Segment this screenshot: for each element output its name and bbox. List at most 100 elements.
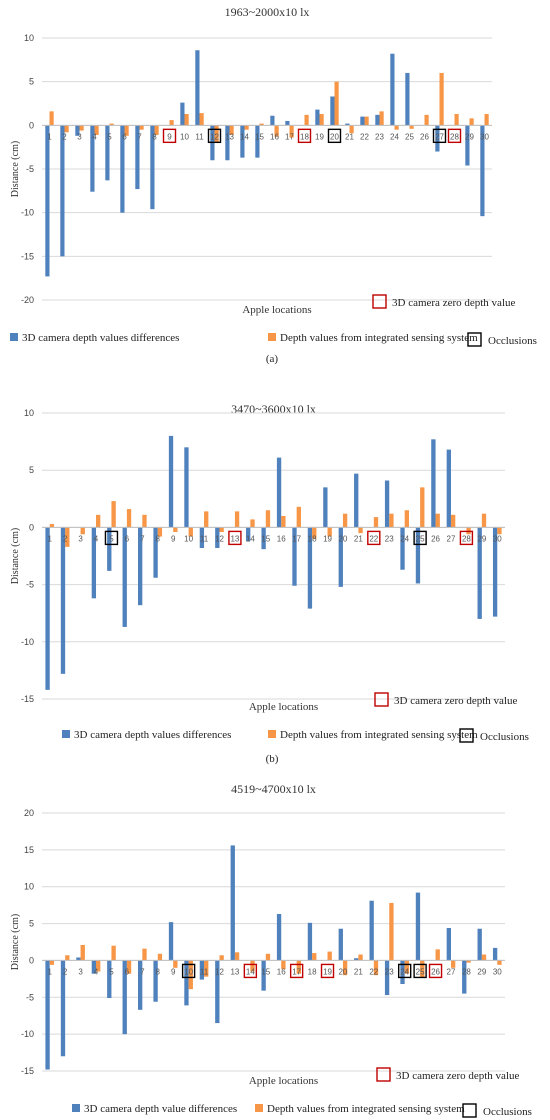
bar-integrated-system xyxy=(409,125,414,129)
y-tick-label: 0 xyxy=(29,522,34,532)
category-label: 27 xyxy=(435,132,444,141)
y-tick-label: -5 xyxy=(26,580,34,590)
zero-depth-marker xyxy=(320,963,335,979)
bar-3d-camera xyxy=(477,928,482,961)
y-tick-label: 10 xyxy=(24,408,34,418)
bar-integrated-system xyxy=(94,125,99,135)
category-label: 10 xyxy=(184,534,193,543)
zero-depth-marker xyxy=(428,963,443,979)
legend-3d-camera-swatch xyxy=(62,730,70,738)
category-label: 10 xyxy=(184,967,193,976)
bar-integrated-system xyxy=(234,952,240,961)
bar-integrated-system xyxy=(296,506,301,528)
zero-depth-marker xyxy=(459,530,474,546)
bar-3d-camera xyxy=(465,125,470,166)
zero-depth-marker xyxy=(228,530,242,546)
bar-3d-camera xyxy=(315,109,320,126)
bar-integrated-system xyxy=(157,527,163,537)
bar-integrated-system xyxy=(80,944,85,961)
category-label: 10 xyxy=(180,132,189,141)
occlusion-marker xyxy=(327,128,342,144)
category-label: 8 xyxy=(152,132,157,141)
y-tick-label: 5 xyxy=(29,919,34,929)
bar-integrated-system xyxy=(289,125,294,138)
bar-integrated-system xyxy=(420,487,425,528)
category-label: 28 xyxy=(462,967,471,976)
category-label: 24 xyxy=(400,967,409,976)
category-label: 22 xyxy=(369,534,378,543)
bar-3d-camera xyxy=(60,960,66,1057)
bar-3d-camera xyxy=(261,527,266,550)
category-label: 29 xyxy=(477,967,486,976)
bar-integrated-system xyxy=(49,111,54,126)
bar-integrated-system xyxy=(364,116,369,126)
x-axis-label: Apple locations xyxy=(249,1075,318,1087)
occlusion-marker xyxy=(397,963,412,979)
legend-3d-camera-label: 3D camera depth values differences xyxy=(22,332,179,344)
zero-depth-marker xyxy=(162,128,177,144)
bar-3d-camera xyxy=(360,116,365,126)
category-label: 3 xyxy=(77,132,82,141)
chart-title: 4519~4700x10 lx xyxy=(231,782,316,796)
bar-integrated-system xyxy=(204,960,209,977)
panel-label: (b) xyxy=(266,753,279,765)
bar-3d-camera xyxy=(435,125,440,152)
bar-3d-camera xyxy=(153,527,158,578)
bar-3d-camera xyxy=(276,457,282,528)
bar-integrated-system xyxy=(424,114,429,126)
occlusion-marker xyxy=(432,128,447,144)
bar-integrated-system xyxy=(420,960,425,978)
bar-integrated-system xyxy=(124,125,129,136)
bar-3d-camera xyxy=(255,125,260,158)
category-label: 11 xyxy=(200,534,209,543)
bar-integrated-system xyxy=(234,511,240,528)
bar-3d-camera xyxy=(184,960,189,1006)
legend-zero-depth-swatch xyxy=(372,294,387,309)
y-tick-label: 15 xyxy=(24,845,34,855)
bar-3d-camera xyxy=(307,527,313,609)
chart-panel-a: 1963~2000x10 lx 10 5 0 -5 -10 -15 -20 Distance (… xyxy=(10,5,537,365)
bar-3d-camera xyxy=(91,960,97,974)
legend-3d-camera-label: 3D camera depth value differences xyxy=(84,1103,237,1115)
bar-integrated-system xyxy=(64,125,69,133)
occlusion-marker xyxy=(207,128,222,144)
occlusion-marker xyxy=(413,963,427,979)
bar-integrated-system xyxy=(481,954,487,961)
bar-3d-camera xyxy=(107,527,112,571)
bar-integrated-system xyxy=(169,120,174,126)
bar-3d-camera xyxy=(480,125,485,217)
category-label: 14 xyxy=(246,967,255,976)
bar-integrated-system xyxy=(342,960,348,976)
occlusion-marker xyxy=(413,530,427,546)
bar-3d-camera xyxy=(122,527,127,627)
category-label: 4 xyxy=(94,967,99,976)
bar-integrated-system xyxy=(281,515,286,528)
bar-3d-camera xyxy=(292,527,297,586)
y-axis-label: Distance (cm) xyxy=(10,914,21,970)
y-tick-label: -5 xyxy=(26,164,34,174)
category-label: 4 xyxy=(92,132,97,141)
bar-integrated-system xyxy=(334,81,339,126)
bar-3d-camera xyxy=(338,527,343,587)
bar-integrated-system xyxy=(358,527,363,534)
category-label: 3 xyxy=(78,967,83,976)
category-label: 18 xyxy=(308,534,317,543)
category-label: 17 xyxy=(292,967,301,976)
bar-3d-camera xyxy=(354,958,359,961)
category-label: 24 xyxy=(390,132,399,141)
bar-3d-camera xyxy=(261,960,266,991)
bar-integrated-system xyxy=(327,527,332,537)
bar-3d-camera xyxy=(90,125,95,192)
y-axis-label: Distance (cm) xyxy=(10,141,21,197)
bar-3d-camera xyxy=(431,439,436,528)
bar-integrated-system xyxy=(244,125,249,130)
category-label: 2 xyxy=(63,967,68,976)
legend-zero-depth-label: 3D camera zero depth value xyxy=(392,297,515,309)
bar-3d-camera xyxy=(307,922,313,961)
bar-integrated-system xyxy=(173,960,178,968)
category-label: 11 xyxy=(200,967,209,976)
bar-integrated-system xyxy=(349,125,354,134)
bar-integrated-system xyxy=(469,118,474,126)
bar-integrated-system xyxy=(126,509,132,528)
legend-3d-camera-swatch xyxy=(72,1104,80,1112)
